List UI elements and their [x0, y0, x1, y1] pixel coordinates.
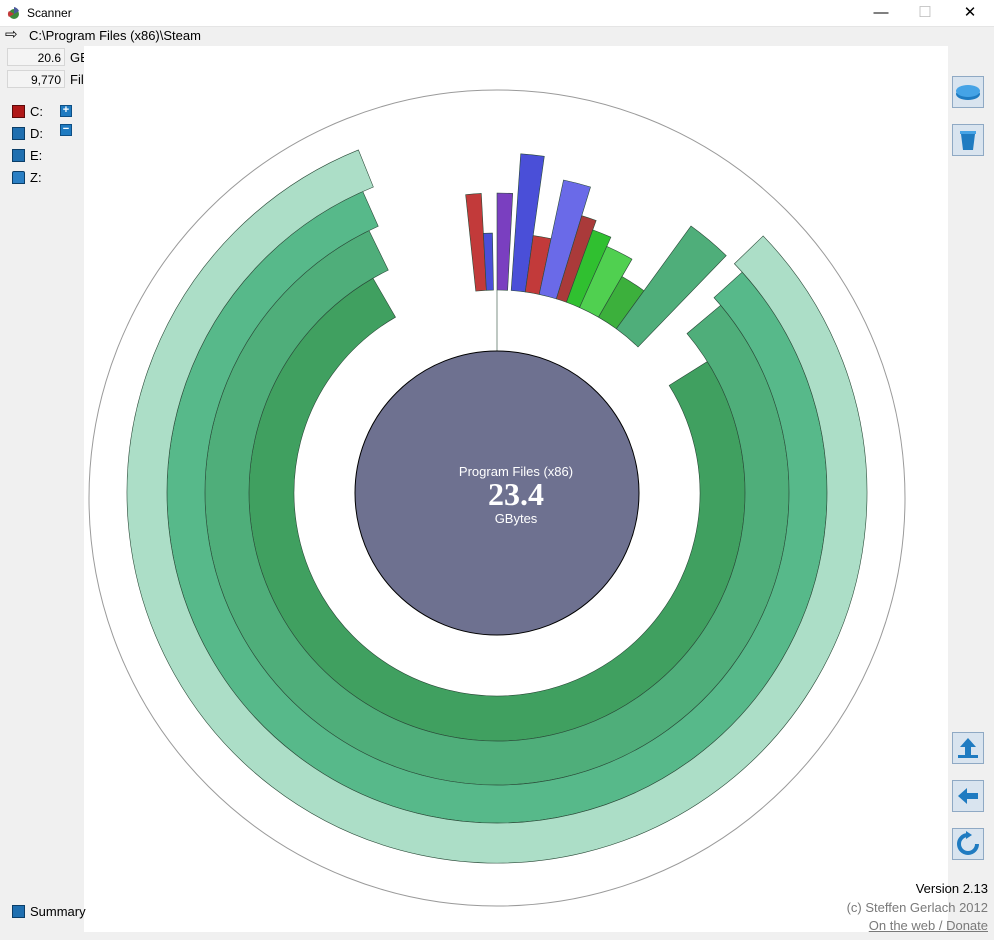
center-value: 23.4	[488, 476, 544, 512]
maximize-button[interactable]: ☐	[918, 4, 932, 21]
copyright-text: (c) Steffen Gerlach 2012	[846, 900, 988, 915]
drive-c-icon	[12, 105, 25, 118]
path-arrow-icon[interactable]: ⇨	[5, 26, 18, 43]
sunburst-chart[interactable]: Program Files (x86) 23.4 GBytes	[84, 46, 948, 932]
files-value: 9,770	[7, 70, 65, 88]
path-bar: ⇨ C:\Program Files (x86)\Steam	[0, 26, 994, 44]
network-drive-icon	[12, 171, 25, 184]
refresh-icon	[957, 831, 979, 855]
drive-c-label: C:	[30, 104, 43, 119]
ring-level-5[interactable]	[126, 149, 868, 864]
drive-e-icon	[12, 149, 25, 162]
up-folder-icon	[958, 738, 978, 758]
open-drive-button[interactable]	[952, 76, 984, 108]
summary-icon	[12, 905, 25, 918]
title-bar: Scanner — ☐ ✕	[0, 0, 994, 27]
ring-group[interactable]	[126, 149, 868, 864]
drive-e-label: E:	[30, 148, 43, 163]
version-text: Version 2.13	[915, 881, 988, 896]
minimize-button[interactable]: —	[873, 4, 889, 21]
scanner-app-icon	[8, 7, 19, 19]
drive-d[interactable]: D:	[12, 126, 72, 142]
drive-d-label: D:	[30, 126, 43, 141]
back-button[interactable]	[952, 780, 984, 812]
window-title: Scanner	[27, 6, 72, 20]
up-folder-button[interactable]	[952, 732, 984, 764]
refresh-button[interactable]	[952, 828, 984, 860]
drive-e[interactable]: E:	[12, 148, 72, 164]
center-unit: GBytes	[494, 511, 538, 526]
spike-10[interactable]	[615, 225, 727, 348]
current-path: C:\Program Files (x86)\Steam	[29, 28, 201, 43]
close-button[interactable]: ✕	[963, 4, 977, 21]
web-donate-link[interactable]: On the web / Donate	[868, 918, 988, 933]
spike-group[interactable]	[465, 153, 727, 348]
drive-c[interactable]: C:	[12, 104, 72, 120]
size-value: 20.6	[7, 48, 65, 66]
recycle-bin-icon	[960, 131, 976, 150]
drive-z[interactable]: Z:	[12, 170, 72, 186]
spike-9[interactable]	[483, 232, 494, 291]
drive-z-label: Z:	[30, 170, 42, 185]
recycle-button[interactable]	[952, 124, 984, 156]
zoom-in-button[interactable]: +	[60, 105, 72, 117]
center-name: Program Files (x86)	[458, 464, 574, 479]
drive-open-icon	[956, 85, 980, 100]
drive-d-icon	[12, 127, 25, 140]
zoom-out-button[interactable]: −	[60, 124, 72, 136]
spike-0[interactable]	[496, 192, 514, 291]
summary-label: Summary	[30, 904, 86, 919]
back-arrow-icon	[958, 788, 978, 804]
center-circle[interactable]	[354, 350, 640, 636]
sunburst-svg[interactable]	[84, 46, 948, 932]
